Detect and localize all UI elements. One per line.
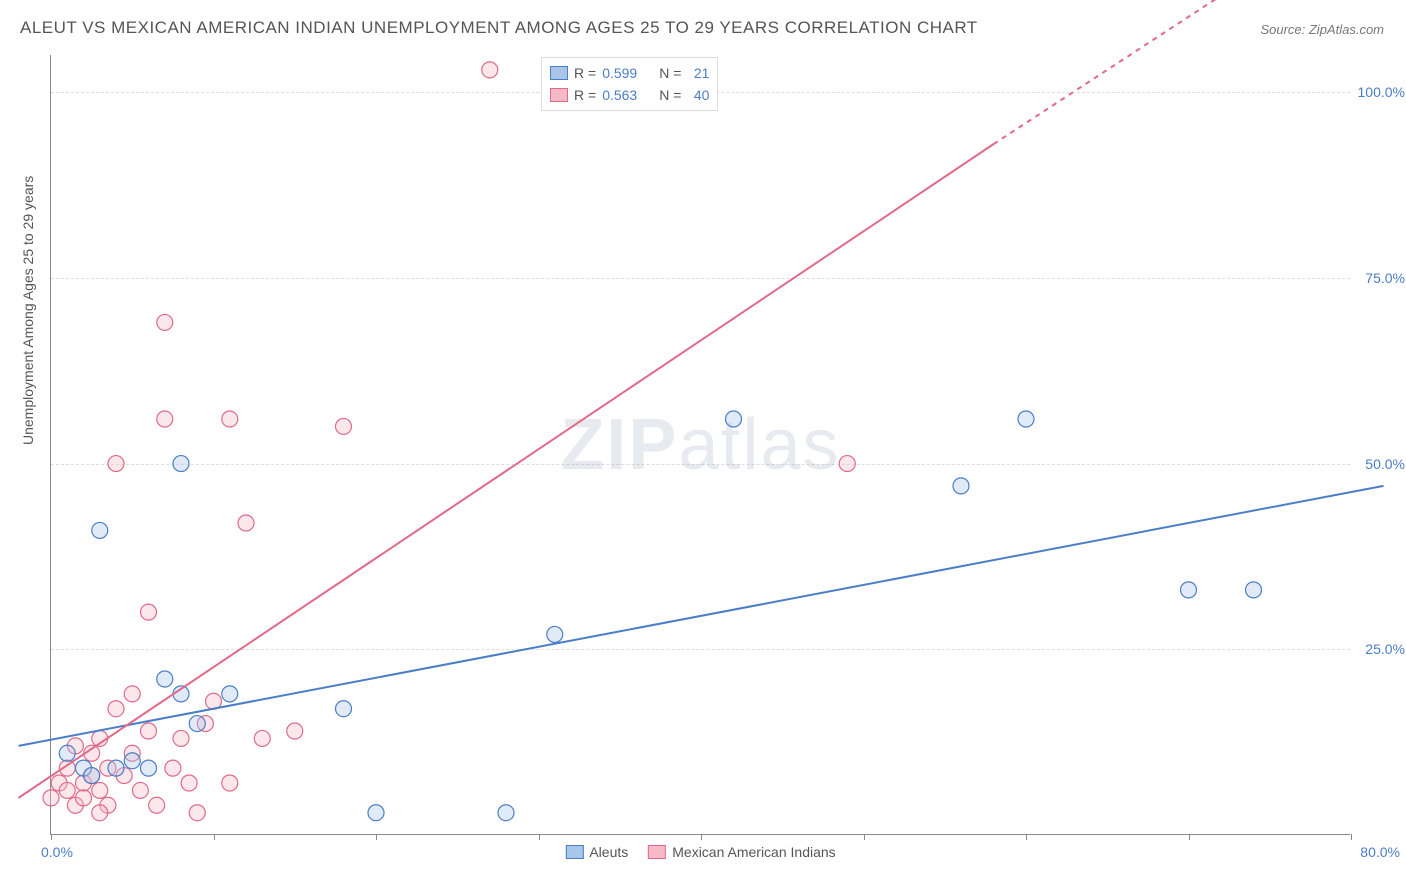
data-point [222, 686, 238, 702]
x-tick [51, 834, 52, 840]
data-point [149, 797, 165, 813]
data-point [839, 456, 855, 472]
data-point [59, 782, 75, 798]
x-tick [539, 834, 540, 840]
data-point [173, 456, 189, 472]
aleuts-n-value: 21 [687, 65, 709, 81]
data-point [92, 522, 108, 538]
data-point [108, 456, 124, 472]
mexican-n-value: 40 [687, 87, 709, 103]
regression-line [994, 0, 1222, 144]
data-point [157, 671, 173, 687]
regression-line [19, 486, 1384, 746]
data-point [141, 723, 157, 739]
data-point [189, 716, 205, 732]
data-point [92, 805, 108, 821]
x-axis-max-label: 80.0% [1360, 844, 1400, 860]
x-tick [1351, 834, 1352, 840]
x-axis-min-label: 0.0% [41, 844, 73, 860]
swatch-aleuts [565, 845, 583, 859]
chart-title: ALEUT VS MEXICAN AMERICAN INDIAN UNEMPLO… [20, 18, 978, 38]
data-point [254, 730, 270, 746]
data-point [1018, 411, 1034, 427]
plot-area: 25.0%50.0%75.0%100.0% 0.0% 80.0% ZIPatla… [50, 55, 1350, 835]
legend-row-aleuts: R = 0.599 N = 21 [550, 62, 709, 84]
data-point [157, 314, 173, 330]
data-point [43, 790, 59, 806]
source-label: Source: ZipAtlas.com [1260, 22, 1384, 37]
data-point [953, 478, 969, 494]
data-point [132, 782, 148, 798]
data-point [173, 730, 189, 746]
data-point [141, 604, 157, 620]
legend-row-mexican: R = 0.563 N = 40 [550, 84, 709, 106]
aleuts-r-value: 0.599 [602, 65, 637, 81]
data-point [482, 62, 498, 78]
data-point [181, 775, 197, 791]
data-point [76, 790, 92, 806]
y-axis-label: Unemployment Among Ages 25 to 29 years [20, 176, 36, 445]
x-tick [1189, 834, 1190, 840]
data-point [141, 760, 157, 776]
y-tick-label: 25.0% [1365, 641, 1405, 657]
data-point [108, 760, 124, 776]
data-point [222, 411, 238, 427]
legend-item-aleuts: Aleuts [565, 844, 628, 860]
legend-item-mexican: Mexican American Indians [648, 844, 835, 860]
x-tick [864, 834, 865, 840]
y-tick-label: 50.0% [1365, 456, 1405, 472]
data-point [222, 775, 238, 791]
n-label: N = [659, 87, 681, 103]
data-point [92, 782, 108, 798]
data-point [238, 515, 254, 531]
y-tick-label: 75.0% [1365, 270, 1405, 286]
swatch-mexican [648, 845, 666, 859]
data-point [1246, 582, 1262, 598]
x-tick [376, 834, 377, 840]
mexican-r-value: 0.563 [602, 87, 637, 103]
data-point [287, 723, 303, 739]
correlation-legend: R = 0.599 N = 21 R = 0.563 N = 40 [541, 57, 718, 111]
data-point [1181, 582, 1197, 598]
y-tick-label: 100.0% [1358, 84, 1405, 100]
x-tick [1026, 834, 1027, 840]
chart-svg [51, 55, 1350, 834]
data-point [108, 701, 124, 717]
data-point [165, 760, 181, 776]
r-label: R = [574, 87, 596, 103]
swatch-mexican [550, 88, 568, 102]
aleuts-label: Aleuts [589, 844, 628, 860]
n-label: N = [659, 65, 681, 81]
x-tick [701, 834, 702, 840]
r-label: R = [574, 65, 596, 81]
data-point [124, 753, 140, 769]
data-point [368, 805, 384, 821]
data-point [59, 745, 75, 761]
swatch-aleuts [550, 66, 568, 80]
data-point [336, 418, 352, 434]
mexican-label: Mexican American Indians [672, 844, 835, 860]
data-point [189, 805, 205, 821]
data-point [157, 411, 173, 427]
data-point [124, 686, 140, 702]
data-point [84, 768, 100, 784]
series-legend: Aleuts Mexican American Indians [565, 844, 835, 860]
data-point [498, 805, 514, 821]
data-point [547, 626, 563, 642]
data-point [726, 411, 742, 427]
data-point [336, 701, 352, 717]
x-tick [214, 834, 215, 840]
